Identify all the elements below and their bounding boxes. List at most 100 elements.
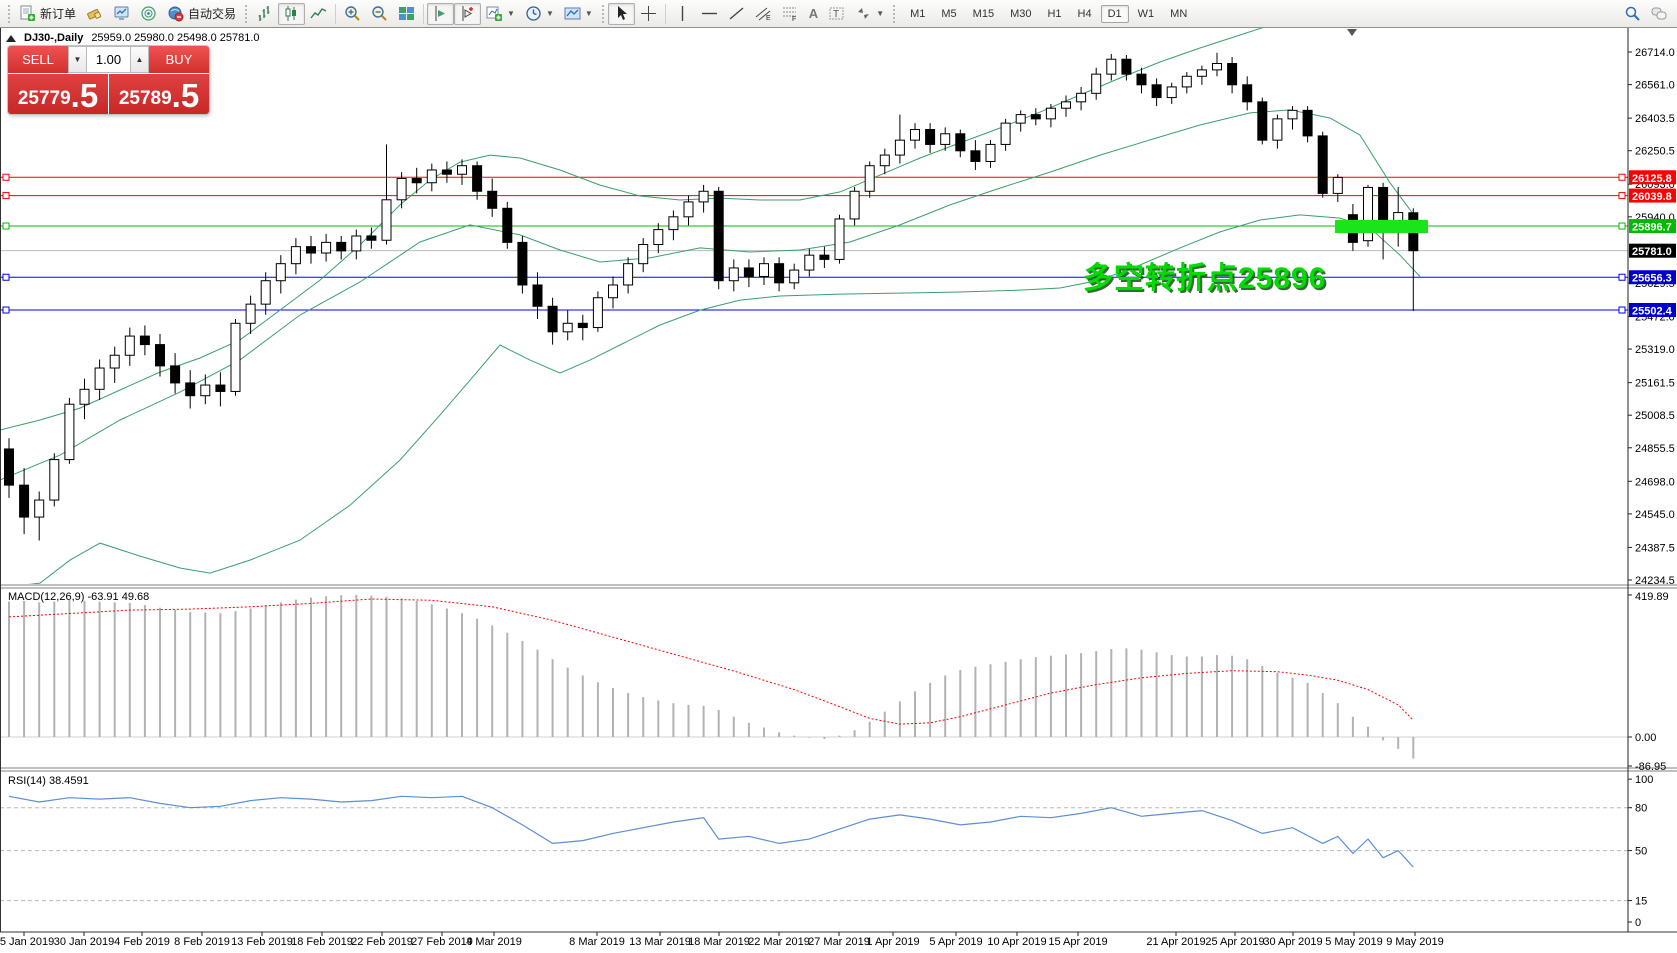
date-tick-label: 1 Apr 2019: [866, 936, 919, 948]
volume-increase-button[interactable]: ▲: [130, 47, 149, 72]
price-tick-label: 26403.5: [1635, 113, 1675, 125]
toolbar: 新订单 自动交易 ▼ ▼: [0, 0, 1677, 28]
price-label-text: 25502.4: [1632, 306, 1673, 318]
volume-decrease-button[interactable]: ▼: [68, 47, 87, 72]
line-handle[interactable]: [1618, 173, 1626, 181]
buy-price-panel[interactable]: 25789.5: [109, 74, 209, 114]
bar-chart-button[interactable]: [251, 3, 278, 25]
price-tick-label: 24545.0: [1635, 509, 1675, 521]
equidistant-channel-button[interactable]: E: [750, 3, 777, 25]
vertical-line-icon: [681, 6, 683, 21]
periods-button[interactable]: ▼: [520, 3, 559, 25]
line-handle[interactable]: [2, 273, 10, 281]
search-button[interactable]: [1619, 3, 1646, 25]
price-label-text: 26125.8: [1632, 173, 1672, 185]
date-tick-label: 5 Apr 2019: [929, 936, 982, 948]
sell-price-panel[interactable]: 25779.5: [8, 74, 108, 114]
date-tick-label: 10 Apr 2019: [987, 936, 1046, 948]
line-handle[interactable]: [1618, 222, 1626, 230]
timeframe-w1[interactable]: W1: [1137, 7, 1155, 20]
macd-pane[interactable]: [0, 594, 1628, 759]
zoom-out-button[interactable]: [366, 3, 393, 25]
chart-shift-marker-icon[interactable]: [1347, 29, 1357, 36]
sonar-icon: [141, 6, 156, 21]
chat-button[interactable]: [1646, 3, 1673, 25]
line-handle[interactable]: [2, 222, 10, 230]
timeframe-m30[interactable]: M30: [1010, 7, 1032, 20]
main-price-pane[interactable]: [0, 28, 1628, 588]
timeframe-m15[interactable]: M15: [972, 7, 995, 20]
line-handle[interactable]: [1618, 273, 1626, 281]
data-window-button[interactable]: [108, 3, 135, 25]
date-tick-label: 8 Mar 2019: [569, 936, 625, 948]
line-chart-icon: [310, 8, 327, 19]
zoom-in-button[interactable]: [339, 3, 366, 25]
tile-windows-button[interactable]: [393, 3, 420, 25]
show-order-levels-button[interactable]: [454, 2, 482, 25]
pivot-highlight-rect[interactable]: [1335, 220, 1428, 233]
date-tick-label: 13 Feb 2019: [231, 936, 293, 948]
candles-layer[interactable]: [4, 52, 1419, 541]
show-trade-levels-button[interactable]: [427, 2, 455, 25]
date-tick-label: 8 Feb 2019: [174, 936, 230, 948]
trendline-button[interactable]: [723, 3, 750, 25]
navigator-button[interactable]: [135, 3, 162, 25]
rsi-label: RSI(14) 38.4591: [8, 775, 89, 787]
volume-value[interactable]: 1.00: [95, 52, 122, 67]
fibonacci-icon: F: [782, 7, 796, 22]
chart-window[interactable]: 26714.0 26561.0 26403.5 26250.5 26093.0 25940…: [0, 28, 1677, 953]
date-tick-label: 18 Mar 2019: [688, 936, 750, 948]
chart-title: DJ30-,Daily 25959.0 25980.0 25498.0 2578…: [6, 32, 260, 44]
date-tick-label: 30 Apr 2019: [1263, 936, 1322, 948]
rsi-pane[interactable]: [0, 795, 1628, 902]
timeframe-m1[interactable]: M1: [910, 7, 926, 20]
buy-button[interactable]: BUY: [149, 46, 209, 73]
auto-trading-button[interactable]: 自动交易: [162, 3, 241, 25]
template-icon: [564, 7, 581, 20]
line-chart-button[interactable]: [305, 3, 332, 25]
price-tick-label: 26561.0: [1635, 80, 1675, 92]
monitor-icon: [114, 6, 129, 20]
sell-button[interactable]: SELL: [8, 46, 68, 73]
timeframe-d1[interactable]: D1: [1100, 4, 1129, 23]
timeframe-mn[interactable]: MN: [1170, 7, 1188, 20]
dropdown-arrow-icon: ▼: [545, 9, 554, 18]
arrows-button[interactable]: ▼: [850, 3, 889, 25]
text-button[interactable]: A: [804, 3, 823, 25]
crosshair-icon: [640, 6, 656, 21]
vertical-line-button[interactable]: [669, 3, 696, 25]
horizontal-line-button[interactable]: [696, 3, 723, 25]
add-indicator-icon: [486, 6, 503, 21]
crosshair-button[interactable]: [635, 3, 662, 25]
cursor-button[interactable]: [607, 2, 635, 25]
separator: [664, 3, 666, 24]
price-tick-label: 25319.0: [1635, 344, 1675, 356]
new-order-button[interactable]: 新订单: [14, 3, 81, 25]
timeframe-m5[interactable]: M5: [941, 7, 957, 20]
date-tick-label: 13 Mar 2019: [629, 936, 691, 948]
price-label-badge: [1629, 188, 1676, 203]
line-handle[interactable]: [2, 192, 10, 200]
line-handle[interactable]: [2, 306, 10, 314]
volume-stepper: ▼ 1.00 ▲: [68, 46, 149, 73]
chart-canvas[interactable]: 26714.026561.026403.526250.526093.025940…: [0, 28, 1677, 953]
collapse-arrow-icon[interactable]: [6, 34, 16, 42]
add-indicator-button[interactable]: ▼: [481, 3, 520, 25]
templates-button[interactable]: ▼: [559, 3, 598, 25]
price-tick-label: 24855.5: [1635, 443, 1675, 455]
clock-icon: [526, 6, 541, 21]
order-levels-icon: [462, 6, 474, 21]
timeframe-h1[interactable]: H1: [1047, 7, 1062, 20]
market-watch-button[interactable]: [81, 3, 108, 25]
line-handle[interactable]: [1618, 192, 1626, 200]
line-handle[interactable]: [1618, 306, 1626, 314]
timeframe-h4[interactable]: H4: [1077, 7, 1092, 20]
chat-icon: [1651, 7, 1667, 20]
line-handle[interactable]: [2, 173, 10, 181]
text-label-button[interactable]: T: [823, 3, 850, 25]
search-icon: [1625, 6, 1640, 21]
fibonacci-button[interactable]: F: [777, 3, 804, 25]
candlestick-chart-button[interactable]: [278, 2, 306, 25]
toolbar-grip: [601, 4, 604, 23]
zoom-out-icon: [372, 6, 387, 21]
